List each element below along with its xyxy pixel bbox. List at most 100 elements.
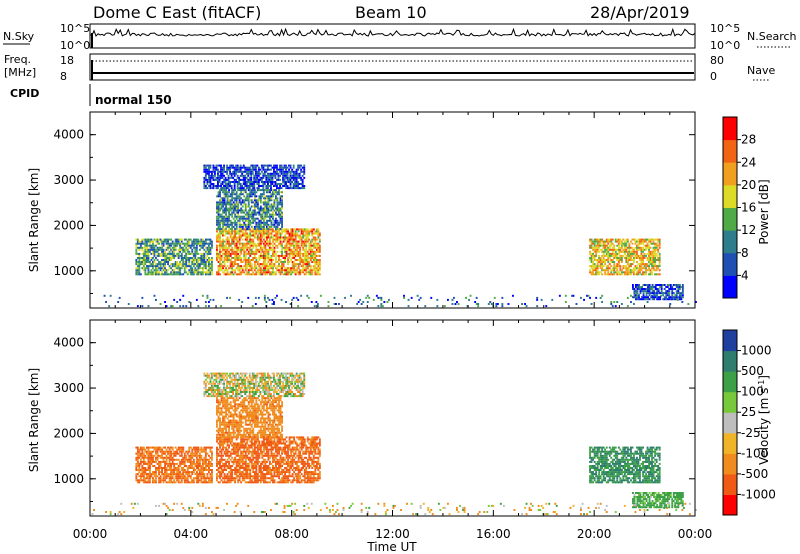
heatmap-cell xyxy=(226,265,229,268)
heatmap-cell xyxy=(243,257,246,259)
heatmap-cell xyxy=(327,305,330,308)
heatmap-cell xyxy=(229,176,231,179)
heatmap-cell xyxy=(653,294,656,297)
heatmap-cell xyxy=(281,197,283,200)
heatmap-cell xyxy=(642,259,644,261)
heatmap-cell xyxy=(159,238,162,241)
heatmap-cell xyxy=(499,502,502,505)
heatmap-cell xyxy=(427,506,430,509)
heatmap-cell xyxy=(244,168,247,171)
heatmap-cell xyxy=(164,467,166,469)
heatmap-cell xyxy=(203,178,206,181)
heatmap-cell xyxy=(191,248,194,251)
heatmap-cell xyxy=(173,454,176,457)
heatmap-cell xyxy=(257,181,260,183)
heatmap-cell xyxy=(229,227,232,230)
heatmap-cell xyxy=(217,219,220,222)
heatmap-cell xyxy=(272,265,274,268)
heatmap-cell xyxy=(226,254,229,257)
heatmap-cell xyxy=(223,250,226,253)
heatmap-cell xyxy=(238,201,241,204)
heatmap-cell xyxy=(303,509,306,511)
heatmap-cell xyxy=(204,263,207,266)
heatmap-cell xyxy=(660,290,663,293)
heatmap-cell xyxy=(183,469,186,471)
heatmap-cell xyxy=(158,467,160,469)
heatmap-cell xyxy=(592,242,594,245)
heatmap-cell xyxy=(231,257,234,259)
heatmap-cell xyxy=(198,263,201,266)
heatmap-cell xyxy=(216,250,218,253)
heatmap-cell xyxy=(607,257,610,259)
heatmap-cell xyxy=(195,460,198,463)
heatmap-cell xyxy=(278,209,280,212)
heatmap-cell xyxy=(292,185,295,187)
heatmap-cell xyxy=(623,250,626,253)
heatmap-cell xyxy=(245,181,248,183)
heatmap-cell xyxy=(244,230,247,233)
heatmap-cell xyxy=(273,223,276,226)
heatmap-cell xyxy=(167,475,169,478)
heatmap-cell xyxy=(296,248,299,251)
heatmap-cell xyxy=(601,273,604,276)
heatmap-cell xyxy=(295,509,298,511)
heatmap-cell xyxy=(616,259,619,261)
heatmap-cell xyxy=(293,228,296,231)
heatmap-cell xyxy=(177,477,180,480)
heatmap-cell xyxy=(243,234,246,237)
heatmap-cell xyxy=(209,187,212,190)
heatmap-cell xyxy=(269,215,271,218)
heatmap-cell xyxy=(153,250,156,253)
heatmap-cell xyxy=(291,257,294,259)
heatmap-cell xyxy=(300,228,303,231)
heatmap-cell xyxy=(232,250,235,253)
heatmap-cell xyxy=(279,242,282,245)
heatmap-cell xyxy=(198,257,201,259)
colorbar-tick-label: 8 xyxy=(741,246,749,260)
heatmap-cell xyxy=(652,263,655,266)
heatmap-cell xyxy=(595,267,598,270)
heatmap-cell xyxy=(270,203,273,206)
heatmap-cell xyxy=(217,244,220,247)
heatmap-cell xyxy=(302,259,305,261)
heatmap-cell xyxy=(267,181,269,183)
heatmap-cell xyxy=(299,248,302,251)
heatmap-cell xyxy=(634,254,637,257)
heatmap-cell xyxy=(598,261,601,263)
heatmap-cell xyxy=(264,240,267,243)
heatmap-cell xyxy=(266,273,268,276)
heatmap-cell xyxy=(288,187,290,190)
heatmap-cell xyxy=(613,248,616,251)
heatmap-cell xyxy=(244,269,247,272)
heatmap-cell xyxy=(656,290,659,293)
heatmap-cell xyxy=(607,267,610,270)
heatmap-cell xyxy=(139,446,142,449)
heatmap-cell xyxy=(338,513,340,516)
heatmap-cell xyxy=(264,217,267,220)
heatmap-cell xyxy=(590,244,593,247)
heatmap-cell xyxy=(206,250,209,253)
heatmap-cell xyxy=(225,191,227,194)
heatmap-cell xyxy=(176,502,179,505)
heatmap-cell xyxy=(620,242,623,245)
power-ylabel: Slant Range [km] xyxy=(27,168,41,272)
heatmap-cell xyxy=(93,509,95,511)
heatmap-cell xyxy=(161,473,163,476)
heatmap-cell xyxy=(281,207,283,210)
heatmap-cell xyxy=(276,178,278,181)
heatmap-cell xyxy=(651,252,653,255)
heatmap-cell xyxy=(212,187,215,190)
heatmap-cell xyxy=(264,261,267,263)
heatmap-cell xyxy=(168,273,171,276)
heatmap-cell xyxy=(203,244,206,247)
heatmap-cell xyxy=(219,244,221,247)
heatmap-cell xyxy=(149,465,151,467)
heatmap-cell xyxy=(596,250,599,253)
heatmap-cell xyxy=(225,205,227,208)
heatmap-cell xyxy=(654,286,657,288)
heatmap-cell xyxy=(613,246,616,249)
heatmap-cell xyxy=(300,259,303,261)
heatmap-cell xyxy=(657,244,660,247)
heatmap-cell xyxy=(242,187,245,190)
heatmap-cell xyxy=(249,215,252,218)
